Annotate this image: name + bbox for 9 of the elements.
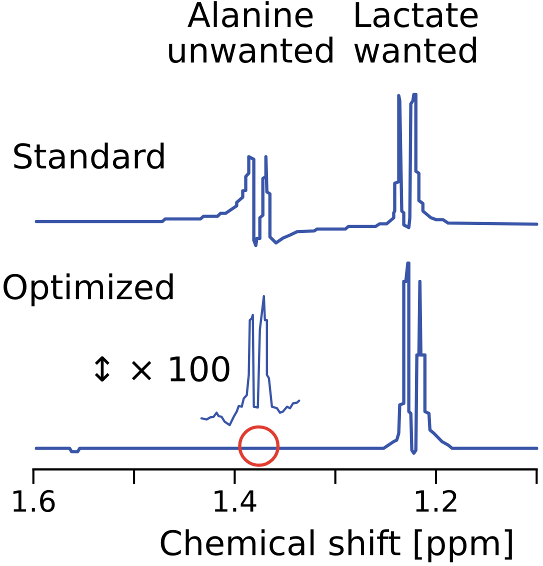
- x-tick-label: 1.2: [416, 490, 456, 512]
- series-label: Standard: [14, 142, 164, 169]
- series-label: ↕ × 100: [94, 356, 230, 382]
- annotation: Optimized: [4, 273, 173, 306]
- text: Alanine unwanted: [169, 1, 332, 63]
- x-tick-label: 1.4: [214, 490, 256, 512]
- x-tick-label: 1.6: [13, 490, 55, 512]
- text: Lactate wanted: [354, 2, 478, 63]
- x-axis-title: Chemical shift [ppm]: [160, 529, 512, 562]
